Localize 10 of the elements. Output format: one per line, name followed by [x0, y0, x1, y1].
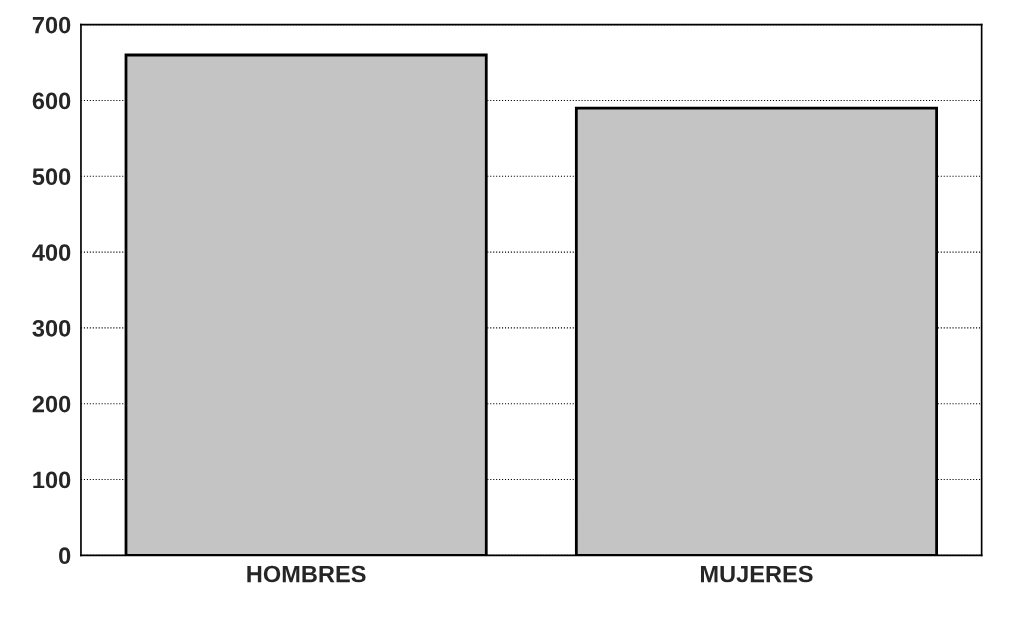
x-tick-label: MUJERES	[700, 565, 813, 583]
x-tick-label: HOMBRES	[247, 565, 366, 583]
y-tick-label: 700	[32, 16, 71, 34]
y-tick-label: 600	[32, 92, 71, 110]
y-tick-label: 200	[32, 395, 71, 413]
y-tick-label: 400	[32, 244, 71, 261]
y-tick-label: 300	[32, 319, 71, 337]
y-tick-label: 500	[32, 168, 71, 186]
y-tick-label: 0	[59, 547, 71, 565]
y-tick-label: 100	[33, 471, 71, 489]
